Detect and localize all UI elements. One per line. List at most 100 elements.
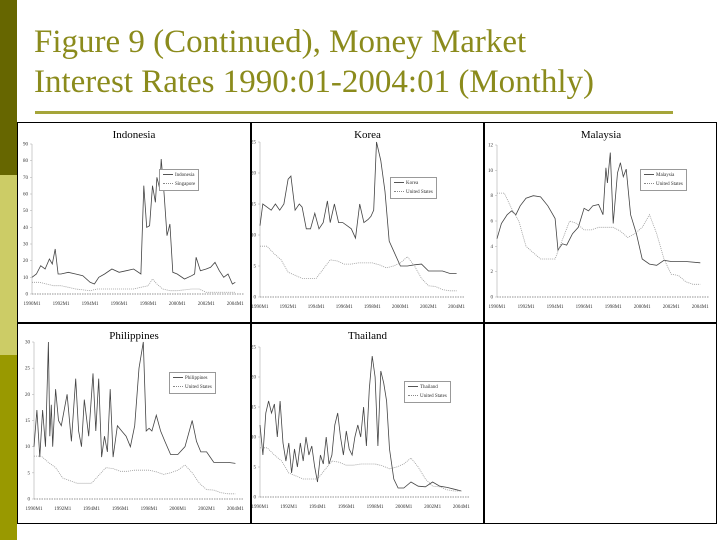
y-tick-label: 15 (251, 406, 257, 411)
y-tick-label: 15 (25, 419, 31, 424)
chart-indonesia: 0 10 20 30 40 50 60 70 80 90 1990M1 1992M1 1994M1 199… (18, 123, 250, 322)
y-tick-label: 25 (251, 141, 257, 146)
x-tick-label: 2004M1 (692, 305, 709, 310)
slide-title-line-2: Interest Rates 1990:01-2004:01 (Monthly) (34, 64, 595, 100)
x-tick-label: 1996M1 (112, 507, 129, 512)
legend-entry: United States (408, 392, 447, 401)
x-tick-label: 2002M1 (198, 507, 215, 512)
x-tick-label: 2002M1 (420, 305, 437, 310)
x-tick-label: 1994M1 (309, 505, 326, 510)
y-tick-label: 10 (25, 445, 31, 450)
y-tick-label: 6 (491, 220, 494, 225)
series-line (34, 455, 236, 495)
x-tick-label: 1990M1 (252, 305, 269, 310)
y-tick-label: 4 (491, 245, 494, 250)
series-line (33, 341, 236, 464)
series-line (31, 158, 236, 285)
x-tick-label: 1992M1 (53, 302, 70, 307)
y-tick-label: 20 (251, 376, 257, 381)
y-tick-label: 8 (491, 194, 494, 199)
x-tick-label: 2000M1 (395, 505, 412, 510)
legend-label: United States (420, 394, 447, 399)
x-tick-label: 2002M1 (663, 305, 680, 310)
legend-label: Korea (406, 181, 419, 186)
x-tick-label: 2000M1 (169, 302, 186, 307)
y-tick-label: 12 (488, 144, 494, 149)
dotted-line-swatch-icon (408, 395, 418, 397)
slide-title-line-1: Figure 9 (Continued), Money Market (34, 24, 527, 60)
y-tick-label: 25 (25, 367, 31, 372)
solid-line-swatch-icon (163, 174, 173, 176)
y-tick-label: 25 (251, 346, 257, 351)
solid-line-swatch-icon (394, 182, 404, 184)
chart-malaysia: 0 2 4 6 8 10 12 1990M1 1992M1 1994M1 1996M1 1998M1 2… (485, 123, 717, 322)
chart-title: Korea (354, 129, 381, 141)
chart-legend: Indonesia Singapore (159, 169, 200, 191)
solid-line-swatch-icon (173, 377, 183, 379)
legend-label: United States (185, 385, 212, 390)
x-tick-label: 1990M1 (252, 505, 269, 510)
legend-label: Thailand (420, 385, 438, 390)
x-tick-label: 1992M1 (518, 305, 535, 310)
y-tick-label: 20 (23, 259, 29, 264)
chart-title: Philippines (109, 330, 159, 342)
series-line (260, 447, 462, 492)
series-line (260, 245, 457, 292)
dotted-line-swatch-icon (644, 183, 654, 185)
x-tick-label: 1998M1 (364, 305, 381, 310)
x-tick-label: 2004M1 (448, 305, 465, 310)
y-tick-label: 10 (488, 169, 494, 174)
y-tick-label: 10 (251, 234, 257, 239)
dotted-line-swatch-icon (163, 183, 173, 185)
legend-label: Indonesia (175, 173, 195, 178)
x-tick-label: 2000M1 (392, 305, 409, 310)
x-tick-label: 2002M1 (424, 505, 441, 510)
x-tick-label: 1990M1 (489, 305, 506, 310)
legend-entry: United States (394, 188, 433, 197)
grid-divider-horizontal (17, 322, 717, 324)
series-line (497, 192, 701, 285)
series-line (32, 278, 236, 293)
x-tick-label: 1992M1 (280, 305, 297, 310)
slide-title: Figure 9 (Continued), Money Market Inter… (34, 22, 694, 102)
series-line (259, 141, 457, 274)
x-tick-label: 1994M1 (547, 305, 564, 310)
x-tick-label: 1996M1 (336, 305, 353, 310)
x-tick-label: 1996M1 (576, 305, 593, 310)
y-tick-label: 80 (23, 159, 29, 164)
chart-legend: Thailand United States (404, 381, 451, 403)
solid-line-swatch-icon (408, 386, 418, 388)
y-tick-label: 0 (28, 498, 31, 503)
x-tick-label: 1998M1 (140, 302, 157, 307)
empty-cell (485, 324, 717, 523)
solid-line-swatch-icon (644, 174, 654, 176)
y-tick-label: 10 (23, 276, 29, 281)
dotted-line-swatch-icon (173, 386, 183, 388)
x-tick-label: 1992M1 (54, 507, 71, 512)
x-tick-label: 1994M1 (82, 302, 99, 307)
chart-legend: Korea United States (390, 177, 437, 199)
line-chart-plot: 0 2 4 6 8 10 12 1990M1 1992M1 1994M1 1996M1 1998M1 2… (488, 144, 709, 311)
y-tick-label: 10 (251, 436, 257, 441)
legend-label: Malaysia (656, 173, 675, 178)
y-tick-label: 30 (23, 243, 29, 248)
x-tick-label: 1996M1 (111, 302, 128, 307)
chart-title: Malaysia (580, 129, 622, 141)
y-tick-label: 40 (23, 226, 29, 231)
y-tick-label: 0 (254, 496, 257, 501)
chart-legend: Malaysia United States (640, 169, 687, 191)
line-chart-plot: 0 5 10 15 20 25 30 1990M1 1992M1 1994M1 1996M1 1998… (25, 341, 244, 513)
y-tick-label: 5 (254, 265, 257, 270)
x-tick-label: 2004M1 (453, 505, 470, 510)
legend-label: Singapore (175, 182, 196, 187)
legend-entry: Thailand (408, 383, 447, 392)
legend-entry: Korea (394, 179, 433, 188)
left-accent-bar-dark (0, 0, 17, 175)
x-tick-label: 2000M1 (169, 507, 186, 512)
chart-title: Indonesia (112, 129, 156, 141)
title-underline (35, 111, 673, 114)
chart-title: Thailand (347, 330, 388, 342)
legend-entry: Indonesia (163, 171, 195, 180)
y-tick-label: 70 (23, 176, 29, 181)
x-tick-label: 1994M1 (83, 507, 100, 512)
